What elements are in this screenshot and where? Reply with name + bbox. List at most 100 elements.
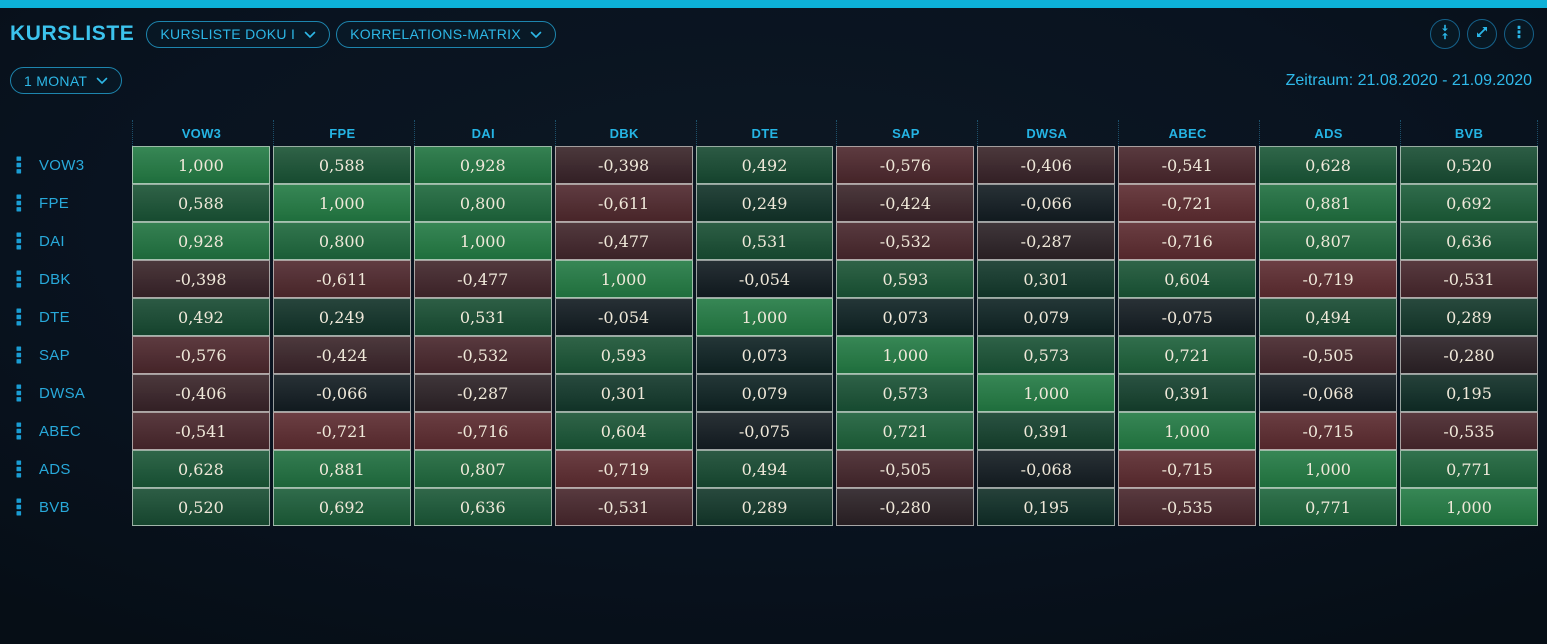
correlation-cell: -0,075 [695,412,834,450]
more-menu-button[interactable] [1504,19,1534,49]
matrix-row-sap: SAP -0,576 -0,424 -0,532 0,593 0,073 1,000 0,57… [3,336,1538,374]
correlation-cell: 0,079 [977,298,1116,336]
correlation-cell: -0,406 [977,146,1116,184]
correlation-cell: 0,807 [413,450,552,488]
correlation-cell: 1,000 [132,146,270,184]
correlation-cell: 0,721 [836,412,975,450]
row-label: BVB [39,498,70,516]
correlation-cell: -0,398 [554,146,693,184]
correlation-cell: 0,721 [1118,336,1257,374]
correlation-cell: -0,054 [554,298,693,336]
row-label: DAI [39,232,65,250]
correlation-cell: 0,807 [1259,222,1398,260]
column-header-dte: DTE [695,120,834,146]
correlation-cell: -0,541 [132,412,270,450]
row-label: SAP [39,346,70,364]
column-header-dai: DAI [413,120,552,146]
period-dropdown[interactable]: 1 MONAT [10,67,123,94]
correlation-cell: 0,628 [132,450,270,488]
matrix-corner [3,120,129,146]
column-header-bvb: BVB [1400,120,1538,146]
correlation-cell: 0,494 [1259,298,1398,336]
correlation-cell: 0,195 [1400,374,1538,412]
expand-button[interactable] [1467,19,1497,49]
row-kebab-menu-icon[interactable] [16,194,22,212]
matrix-header-row: VOW3 FPE DAI DBK DTE SAP DWSA ABEC ADS BVB [3,120,1538,146]
correlation-cell: 0,520 [132,488,270,526]
correlation-cell: -0,287 [977,222,1116,260]
correlation-cell: 1,000 [272,184,411,222]
matrix-row-ads: ADS 0,628 0,881 0,807 -0,719 0,494 -0,505 -0,06… [3,450,1538,488]
correlation-cell: -0,715 [1118,450,1257,488]
correlation-cell: -0,576 [132,336,270,374]
correlation-cell: -0,719 [554,450,693,488]
row-kebab-menu-icon[interactable] [16,498,22,516]
row-kebab-menu-icon[interactable] [16,232,22,250]
collapse-vertical-button[interactable] [1430,19,1460,49]
row-kebab-menu-icon[interactable] [16,156,22,174]
correlation-cell: -0,532 [413,336,552,374]
row-label-cell: DTE [3,298,129,336]
korrelations-matrix-dropdown-label: KORRELATIONS-MATRIX [350,26,522,42]
row-kebab-menu-icon[interactable] [16,460,22,478]
row-kebab-menu-icon[interactable] [16,422,22,440]
row-label-cell: FPE [3,184,129,222]
row-label-cell: DBK [3,260,129,298]
correlation-cell: 0,073 [695,336,834,374]
correlation-cell: 0,073 [836,298,975,336]
correlation-cell: -0,721 [1118,184,1257,222]
correlation-cell: 0,800 [272,222,411,260]
correlation-cell: 1,000 [1118,412,1257,450]
correlation-cell: 0,301 [977,260,1116,298]
correlation-cell: -0,287 [413,374,552,412]
row-label: ABEC [39,422,82,440]
kursliste-doku-dropdown-label: KURSLISTE DOKU I [160,26,296,42]
correlation-cell: -0,068 [1259,374,1398,412]
matrix-row-bvb: BVB 0,520 0,692 0,636 -0,531 0,289 -0,280 0,195… [3,488,1538,526]
zeitraum-label: Zeitraum: 21.08.2020 - 21.09.2020 [1285,71,1532,89]
correlation-cell: -0,535 [1400,412,1538,450]
correlation-cell: 0,692 [1400,184,1538,222]
kursliste-doku-dropdown[interactable]: KURSLISTE DOKU I [146,20,331,48]
row-kebab-menu-icon[interactable] [16,270,22,288]
row-kebab-menu-icon[interactable] [16,346,22,364]
correlation-cell: 0,391 [977,412,1116,450]
correlation-cell: 0,928 [413,146,552,184]
correlation-cell: -0,531 [1400,260,1538,298]
correlation-cell: -0,075 [1118,298,1257,336]
correlation-cell: -0,280 [836,488,975,526]
correlation-cell: -0,611 [554,184,693,222]
row-kebab-menu-icon[interactable] [16,384,22,402]
row-label: FPE [39,194,70,212]
correlation-cell: -0,611 [272,260,411,298]
period-dropdown-label: 1 MONAT [24,72,88,89]
correlation-cell: 0,588 [272,146,411,184]
header: KURSLISTE KURSLISTE DOKU I KORRELATIONS-… [0,8,1547,50]
chevron-down-icon [530,31,542,39]
column-header-fpe: FPE [272,120,411,146]
column-header-vow3: VOW3 [132,120,270,146]
correlation-cell: -0,477 [554,222,693,260]
correlation-cell: -0,576 [836,146,975,184]
row-label: ADS [39,460,71,478]
correlation-cell: 1,000 [1259,450,1398,488]
matrix-row-fpe: FPE 0,588 1,000 0,800 -0,611 0,249 -0,424 -0,06… [3,184,1538,222]
row-kebab-menu-icon[interactable] [16,308,22,326]
korrelations-matrix-dropdown[interactable]: KORRELATIONS-MATRIX [336,20,557,48]
correlation-cell: -0,716 [1118,222,1257,260]
row-label-cell: VOW3 [3,146,129,184]
correlation-cell: 0,391 [1118,374,1257,412]
correlation-cell: 0,593 [836,260,975,298]
row-label-cell: BVB [3,488,129,526]
correlation-cell: 0,195 [977,488,1116,526]
matrix-row-abec: ABEC -0,541 -0,721 -0,716 0,604 -0,075 0,721 0,… [3,412,1538,450]
correlation-cell: 0,928 [132,222,270,260]
correlation-cell: 0,636 [413,488,552,526]
correlation-cell: -0,066 [977,184,1116,222]
correlation-cell: 1,000 [695,298,834,336]
column-header-dbk: DBK [554,120,693,146]
correlation-cell: 0,628 [1259,146,1398,184]
page-title: KURSLISTE [10,22,135,45]
correlation-cell: 0,573 [836,374,975,412]
